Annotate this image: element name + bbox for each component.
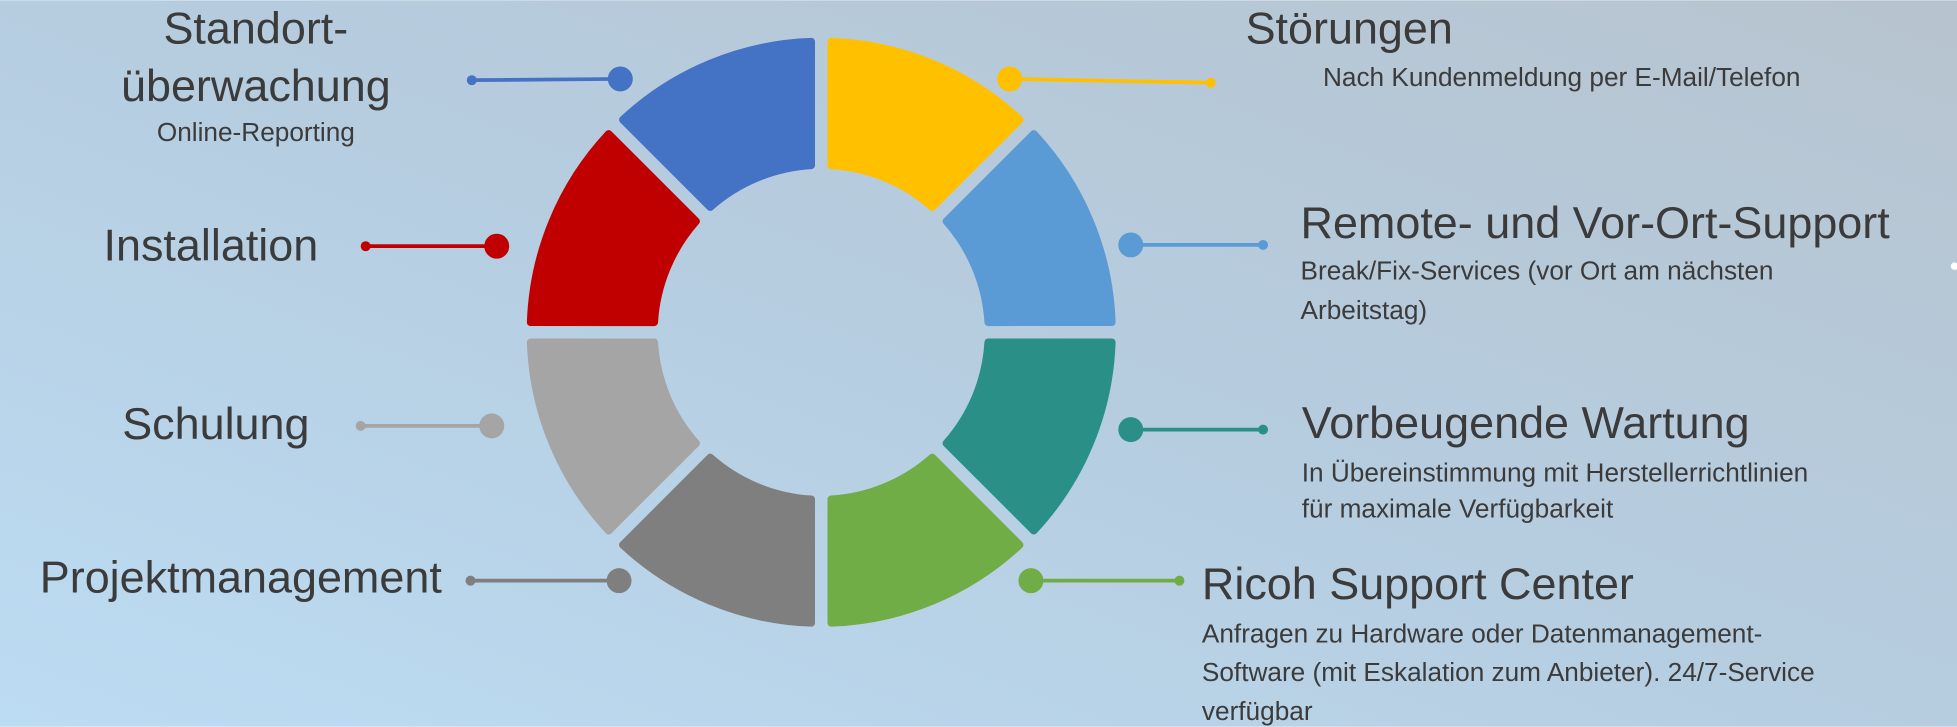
- connector-end: [355, 420, 366, 431]
- connector-dot: [607, 66, 633, 92]
- connector-dot: [1118, 232, 1144, 258]
- item-title: Remote- und Vor-Ort-Support: [1301, 197, 1891, 248]
- ring-segment: [619, 37, 816, 211]
- item-description: Online-Reporting: [157, 117, 355, 147]
- connector-end: [1174, 575, 1185, 586]
- ring-segment: [942, 338, 1116, 535]
- ring-segment: [619, 453, 816, 627]
- connector-dot: [1018, 568, 1044, 594]
- connector-dot: [1118, 417, 1144, 443]
- item-description: Nach Kundenmeldung per E-Mail/Telefon: [1323, 62, 1800, 92]
- connector-dot: [479, 413, 505, 439]
- item-title: Schulung: [122, 398, 309, 449]
- connector-end: [360, 241, 371, 252]
- item-title: Projektmanagement: [40, 552, 443, 603]
- connector-end: [1258, 239, 1269, 250]
- item-description: Break/Fix-Services (vor Ort am nächsten: [1301, 255, 1774, 285]
- item-title: Ricoh Support Center: [1202, 558, 1634, 609]
- connector-end: [466, 75, 477, 86]
- item-title: Störungen: [1246, 2, 1453, 53]
- edge-dot: [1950, 262, 1957, 270]
- connector-dot: [484, 233, 510, 259]
- item-title: Vorbeugende Wartung: [1302, 397, 1750, 448]
- item-description: In Übereinstimmung mit Herstellerrichtli…: [1302, 458, 1808, 488]
- connector-dot: [606, 568, 632, 594]
- item-title: Standort-: [163, 2, 348, 53]
- ring-segment: [827, 37, 1024, 211]
- ring-segment: [526, 130, 700, 327]
- connector-line: [471, 77, 621, 83]
- ring-segment: [526, 338, 700, 535]
- item-title: Installation: [103, 220, 318, 271]
- connector-end: [1258, 424, 1269, 435]
- item-description: verfügbar: [1202, 696, 1313, 726]
- ring-segment: [827, 453, 1024, 627]
- item-description: für maximale Verfügbarkeit: [1302, 494, 1614, 524]
- item-description: Anfragen zu Hardware oder Datenmanagemen…: [1202, 619, 1762, 649]
- connector-line: [1009, 77, 1211, 85]
- connector-end: [1205, 77, 1216, 88]
- connector-dot: [997, 66, 1023, 92]
- item-description: Arbeitstag): [1301, 295, 1428, 325]
- connector-end: [465, 575, 476, 586]
- item-description: Software (mit Eskalation zum Anbieter). …: [1202, 657, 1815, 687]
- ring-segment: [942, 130, 1116, 327]
- item-title: überwachung: [121, 60, 391, 111]
